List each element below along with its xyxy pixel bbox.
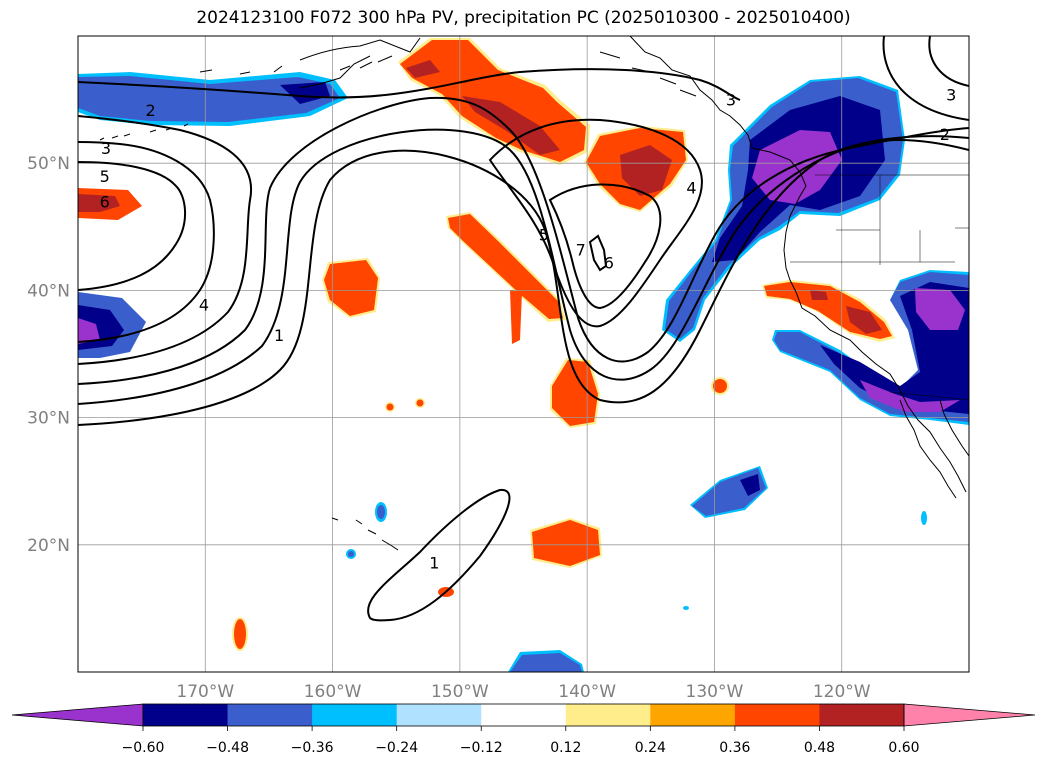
colorbar-tick-label: 0.12	[550, 740, 581, 756]
pv-contour-trough-inner-2	[548, 183, 662, 310]
positive-anomaly-california-coast	[762, 280, 895, 342]
negative-anomaly-subtropical	[346, 466, 927, 672]
baja-california	[899, 399, 957, 499]
positive-anomaly-diagonal-streak	[446, 212, 566, 344]
latitude-label: 20°N	[27, 536, 70, 556]
positive-anomaly-west-edge	[78, 188, 142, 220]
longitude-label: 130°W	[686, 682, 744, 702]
pv-contour-1	[78, 139, 969, 426]
aleutian-islands	[99, 123, 189, 141]
contour-label: 4	[686, 178, 696, 197]
us-mexico-border	[889, 391, 969, 401]
colorbar-tick-label: −0.36	[291, 740, 334, 756]
contour-label: 1	[429, 554, 439, 573]
positive-anomaly-dots	[232, 377, 729, 651]
negative-anomaly-california	[772, 270, 969, 425]
longitude-label: 140°W	[558, 682, 616, 702]
colorbar-frame	[142, 703, 905, 727]
latitude-label: 40°N	[27, 281, 70, 301]
colorbar-segment	[650, 704, 736, 726]
colorbar-segment	[819, 704, 905, 726]
contour-label: 5	[539, 225, 549, 244]
longitude-tick-labels: 170°W 160°W 150°W 140°W 130°W 120°W	[176, 682, 870, 702]
colorbar-segment	[396, 704, 482, 726]
pv-contour-4	[78, 115, 253, 365]
positive-anomaly-central	[322, 258, 380, 318]
contour-label: 6	[604, 253, 614, 272]
colorbar: −0.60 −0.48 −0.36 −0.24 −0.12 0.12 0.24 0.36 0.4…	[11, 703, 1036, 756]
plot-title: 2024123100 F072 300 hPa PV, precipitatio…	[196, 8, 851, 28]
contour-label: 6	[100, 192, 110, 211]
contour-label: 3	[101, 139, 111, 158]
gulf-of-california	[939, 399, 969, 457]
state-borders	[790, 175, 969, 265]
gridlines	[78, 36, 969, 672]
pv-contour-6	[78, 161, 187, 291]
colorbar-tick-label: −0.24	[375, 740, 418, 756]
longitude-label: 150°W	[431, 682, 489, 702]
colorbar-segment	[734, 704, 820, 726]
colorbar-segment	[565, 704, 651, 726]
colorbar-tick-label: 0.24	[635, 740, 666, 756]
pv-contour-trough-inner-3	[588, 234, 608, 272]
pv-contours	[78, 36, 969, 622]
colorbar-tick-label: −0.60	[122, 740, 165, 756]
colorbar-segment	[481, 704, 567, 726]
coastlines	[99, 36, 969, 551]
colorbar-tick-label: 0.60	[888, 740, 919, 756]
colorbar-tick-label: 0.36	[719, 740, 750, 756]
colorbar-segment	[143, 704, 229, 726]
longitude-label: 170°W	[176, 682, 234, 702]
contour-label: 5	[100, 167, 110, 186]
colorbar-tick-label: −0.48	[206, 740, 249, 756]
pv-contour-trough-inner-1	[488, 118, 703, 328]
bc-washington-coast	[751, 147, 967, 493]
colorbar-tick-label: −0.12	[460, 740, 503, 756]
colorbar-segment	[312, 704, 398, 726]
hawaiian-islands	[331, 517, 399, 551]
contour-label: 7	[576, 241, 586, 260]
pv-contour-ne-corner	[882, 36, 969, 121]
contour-label: 3	[946, 86, 956, 105]
pv-contour-subtropical	[367, 488, 511, 622]
contour-label: 1	[274, 326, 284, 345]
contour-label: 2	[940, 125, 950, 144]
colorbar-tick-label: 0.48	[804, 740, 835, 756]
longitude-label: 160°W	[304, 682, 362, 702]
colorbar-extend-min	[11, 703, 144, 727]
colorbar-segment	[227, 704, 313, 726]
positive-anomaly-subtropical	[530, 518, 602, 568]
negative-anomaly-pacific-northwest	[662, 76, 905, 342]
latitude-label: 50°N	[27, 154, 70, 174]
pv-contour-5	[78, 141, 215, 343]
longitude-label: 120°W	[813, 682, 871, 702]
contour-label: 3	[726, 91, 736, 110]
pv-contour-7	[78, 68, 741, 101]
pv-contour-3	[78, 96, 969, 385]
latitude-tick-labels: 50°N 40°N 30°N 20°N	[27, 154, 70, 556]
pv-contour-2	[78, 128, 969, 405]
map-frame	[77, 35, 970, 673]
latitude-label: 30°N	[27, 409, 70, 429]
colorbar-extend-max	[903, 703, 1036, 727]
contour-label: 2	[145, 101, 155, 120]
positive-anomaly-offshore	[584, 126, 688, 212]
contour-label: 4	[199, 295, 209, 314]
